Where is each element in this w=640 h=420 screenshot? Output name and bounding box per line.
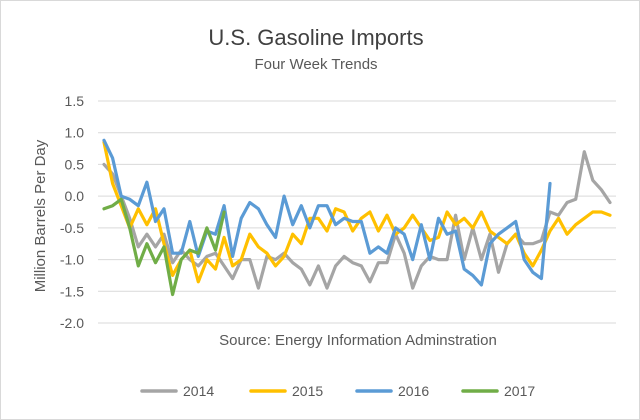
legend-label-2015: 2015 xyxy=(292,383,323,399)
series-lines xyxy=(102,138,612,297)
series-line-2016 xyxy=(102,138,552,287)
chart-title: U.S. Gasoline Imports xyxy=(208,25,423,50)
y-tick-label: 1.0 xyxy=(65,125,85,141)
legend-label-2017: 2017 xyxy=(504,383,535,399)
source-annotation: Source: Energy Information Adminstration xyxy=(219,332,497,349)
y-tick-labels: 1.5 1.0 0.5 0.0 -0.5 -1.0 -1.5 -2.0 xyxy=(60,93,84,331)
y-tick-label: -2.0 xyxy=(60,315,84,331)
y-axis-label: Million Barrels Per Day xyxy=(32,139,49,292)
legend-label-2016: 2016 xyxy=(398,383,429,399)
gridlines xyxy=(98,100,616,324)
y-tick-label: 1.5 xyxy=(65,93,85,109)
series-line-2014 xyxy=(102,150,612,290)
y-tick-label: -1.0 xyxy=(60,252,84,268)
y-tick-label: 0.0 xyxy=(65,188,85,204)
legend: 2014 2015 2016 2017 xyxy=(140,383,535,399)
chart-subtitle: Four Week Trends xyxy=(254,56,377,73)
series-line-2017 xyxy=(102,197,226,297)
legend-label-2014: 2014 xyxy=(183,383,214,399)
y-tick-label: -0.5 xyxy=(60,220,84,236)
y-tick-label: 0.5 xyxy=(65,156,85,172)
y-tick-label: -1.5 xyxy=(60,283,84,299)
